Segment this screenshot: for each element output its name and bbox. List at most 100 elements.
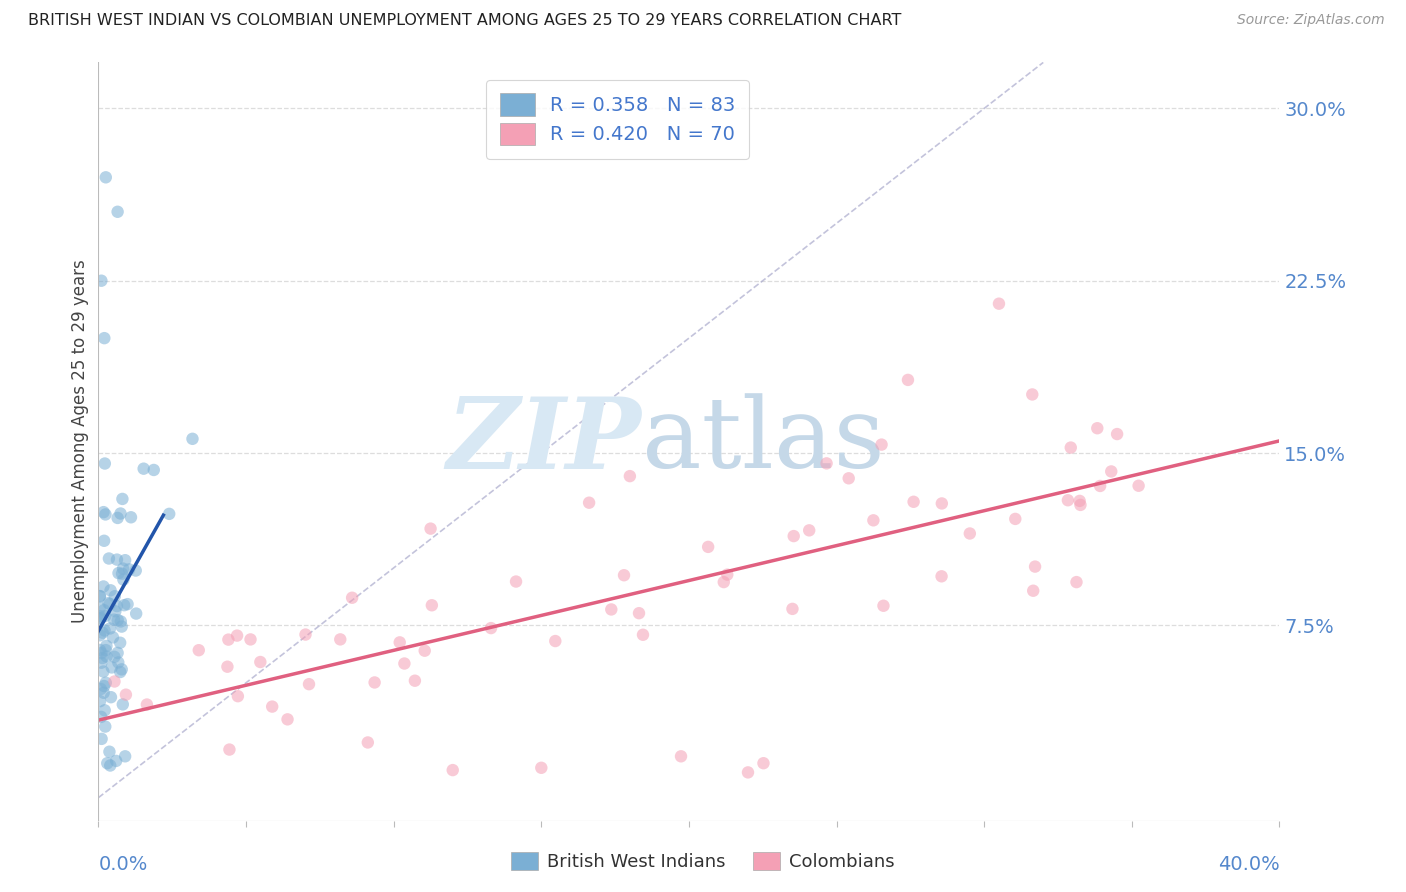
Point xyxy=(1128,479,1150,493)
Point xyxy=(93,665,115,679)
Point xyxy=(441,763,464,777)
Point xyxy=(112,598,135,612)
Point xyxy=(544,634,567,648)
Point xyxy=(90,656,112,670)
Point xyxy=(90,611,112,625)
Point xyxy=(1085,421,1108,435)
Point xyxy=(94,643,117,657)
Point xyxy=(89,590,111,604)
Point xyxy=(125,564,148,578)
Point xyxy=(903,495,925,509)
Point xyxy=(98,622,121,636)
Point xyxy=(91,651,114,665)
Point xyxy=(862,513,884,527)
Point xyxy=(1099,465,1122,479)
Point xyxy=(107,511,129,525)
Point xyxy=(107,656,129,670)
Point xyxy=(111,662,134,676)
Point xyxy=(111,566,134,581)
Point xyxy=(363,675,385,690)
Point xyxy=(931,496,953,510)
Point xyxy=(93,331,115,345)
Point xyxy=(388,635,411,649)
Point xyxy=(110,665,132,679)
Point xyxy=(96,639,118,653)
Point xyxy=(93,579,115,593)
Point xyxy=(394,657,416,671)
Point xyxy=(420,599,443,613)
Point xyxy=(187,643,209,657)
Point xyxy=(94,720,117,734)
Point xyxy=(226,689,249,703)
Point xyxy=(103,613,125,627)
Text: atlas: atlas xyxy=(641,393,884,490)
Point xyxy=(100,690,122,705)
Point xyxy=(218,742,240,756)
Point xyxy=(870,437,893,451)
Point xyxy=(217,659,239,673)
Point xyxy=(93,603,115,617)
Point xyxy=(181,432,204,446)
Point xyxy=(413,643,436,657)
Point xyxy=(111,698,134,712)
Text: ZIP: ZIP xyxy=(447,393,641,490)
Point xyxy=(118,562,141,576)
Point xyxy=(93,686,115,700)
Point xyxy=(897,373,920,387)
Point xyxy=(578,496,600,510)
Point xyxy=(110,615,132,629)
Point xyxy=(1004,512,1026,526)
Point xyxy=(93,703,115,717)
Point xyxy=(117,597,139,611)
Point xyxy=(108,636,131,650)
Point xyxy=(1022,583,1045,598)
Point xyxy=(631,628,654,642)
Point xyxy=(838,471,860,485)
Point xyxy=(125,607,148,621)
Point xyxy=(752,756,775,771)
Point xyxy=(1066,575,1088,590)
Point xyxy=(91,625,114,640)
Point xyxy=(111,619,134,633)
Point xyxy=(112,561,135,575)
Point xyxy=(103,649,125,664)
Point xyxy=(98,597,121,611)
Point xyxy=(135,698,157,712)
Point xyxy=(101,631,124,645)
Point xyxy=(277,712,299,726)
Legend: R = 0.358   N = 83, R = 0.420   N = 70: R = 0.358 N = 83, R = 0.420 N = 70 xyxy=(486,79,749,159)
Point xyxy=(105,552,128,566)
Point xyxy=(96,649,118,664)
Point xyxy=(988,296,1011,310)
Point xyxy=(94,608,117,623)
Text: 40.0%: 40.0% xyxy=(1218,855,1279,874)
Point xyxy=(262,699,284,714)
Point xyxy=(959,526,981,541)
Point xyxy=(157,507,180,521)
Point xyxy=(94,675,117,690)
Point xyxy=(98,758,121,772)
Point xyxy=(89,643,111,657)
Point xyxy=(404,673,426,688)
Point xyxy=(103,674,125,689)
Y-axis label: Unemployment Among Ages 25 to 29 years: Unemployment Among Ages 25 to 29 years xyxy=(70,260,89,624)
Point xyxy=(329,632,352,647)
Point xyxy=(110,507,132,521)
Point xyxy=(1024,559,1046,574)
Point xyxy=(1088,479,1111,493)
Point xyxy=(90,681,112,696)
Point xyxy=(226,629,249,643)
Point xyxy=(627,606,650,620)
Point xyxy=(104,604,127,618)
Point xyxy=(89,589,111,603)
Point xyxy=(782,602,804,616)
Point xyxy=(479,621,502,635)
Point xyxy=(132,461,155,475)
Point xyxy=(1069,498,1091,512)
Point xyxy=(530,761,553,775)
Point xyxy=(713,575,735,590)
Point xyxy=(697,540,720,554)
Point xyxy=(737,765,759,780)
Point xyxy=(97,551,120,566)
Point xyxy=(619,469,641,483)
